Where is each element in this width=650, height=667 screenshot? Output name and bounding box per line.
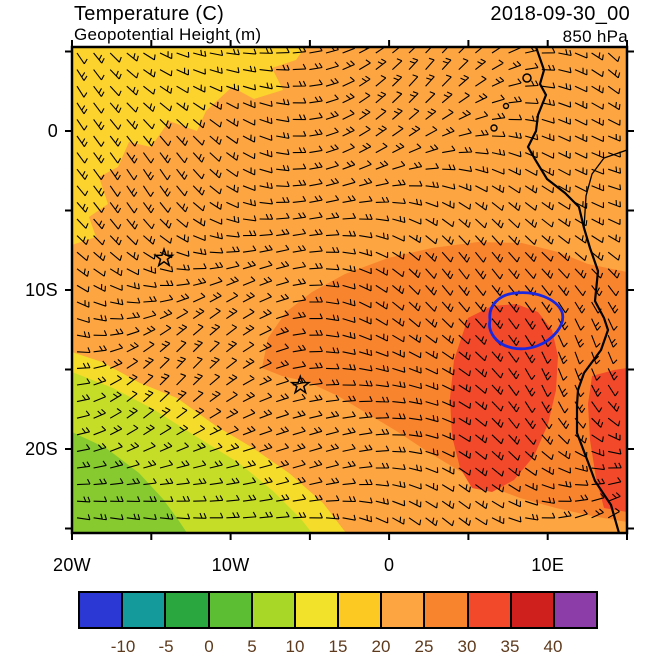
colorbar-cell	[339, 593, 383, 627]
temp-region-northwest-yellow	[72, 47, 305, 245]
island-principe	[502, 102, 510, 110]
colorbar-tick-label: 0	[204, 637, 214, 656]
colorbar-tick-label: -5	[158, 637, 174, 656]
colorbar-tick-label: 25	[414, 637, 434, 656]
lon-axis-label: 10E	[531, 555, 565, 575]
colorbar-cell	[209, 593, 253, 627]
lat-axis-label: 10S	[25, 280, 58, 300]
colorbar-cell	[123, 593, 167, 627]
star-markers	[153, 246, 312, 395]
colorbar	[78, 591, 598, 629]
colorbar-labels: -10 -5 0 5 10 15 20 25 30 35 40	[0, 637, 650, 659]
lat-axis-label: 20S	[25, 439, 58, 459]
wind-barbs	[76, 47, 622, 527]
lon-axis-label: 10W	[211, 555, 250, 575]
colorbar-cell	[252, 593, 296, 627]
lat-axis-label: 0	[47, 121, 58, 141]
colorbar-tick-label: 10	[285, 637, 305, 656]
axis-ticks	[65, 40, 634, 540]
chart-title: Temperature (C)	[74, 3, 225, 25]
colorbar-tick-label: 5	[247, 637, 257, 656]
temperature-shading	[72, 47, 627, 533]
lon-axis-label: 0	[383, 555, 395, 575]
colorbar-cell	[295, 593, 340, 627]
valid-datetime: 2018-09-30_00	[490, 3, 630, 25]
inland-border-line	[583, 149, 627, 229]
colorbar-cell	[425, 593, 469, 627]
pressure-level-label: 850 hPa	[562, 27, 628, 46]
colorbar-tick-label: 30	[457, 637, 477, 656]
geography-layer	[490, 47, 627, 533]
colorbar-tick-label: 35	[500, 637, 520, 656]
colorbar-cell	[382, 593, 426, 627]
island-bioko	[522, 73, 532, 83]
colorbar-tick-label: 15	[328, 637, 348, 656]
temp-region-hot-land	[588, 368, 627, 512]
colorbar-cell	[554, 593, 597, 627]
coastline	[526, 47, 621, 533]
temp-region-hot-ocean	[450, 304, 558, 492]
colorbar-tick-label: 20	[371, 637, 391, 656]
geopotential-height-contour	[488, 291, 565, 351]
colorbar-cell	[468, 593, 512, 627]
lon-axis-label: 20W	[53, 555, 91, 575]
chart-subtitle: Geopotential Height (m)	[74, 25, 262, 44]
colorbar-tick-label: -10	[110, 637, 136, 656]
colorbar-cell	[80, 593, 124, 627]
colorbar-cell	[511, 593, 555, 627]
island-sao-tome	[490, 124, 498, 132]
colorbar-cell	[166, 593, 210, 627]
temp-region-southwest-green	[72, 432, 187, 533]
map-border	[70, 45, 629, 535]
colorbar-tick-label: 40	[543, 637, 563, 656]
